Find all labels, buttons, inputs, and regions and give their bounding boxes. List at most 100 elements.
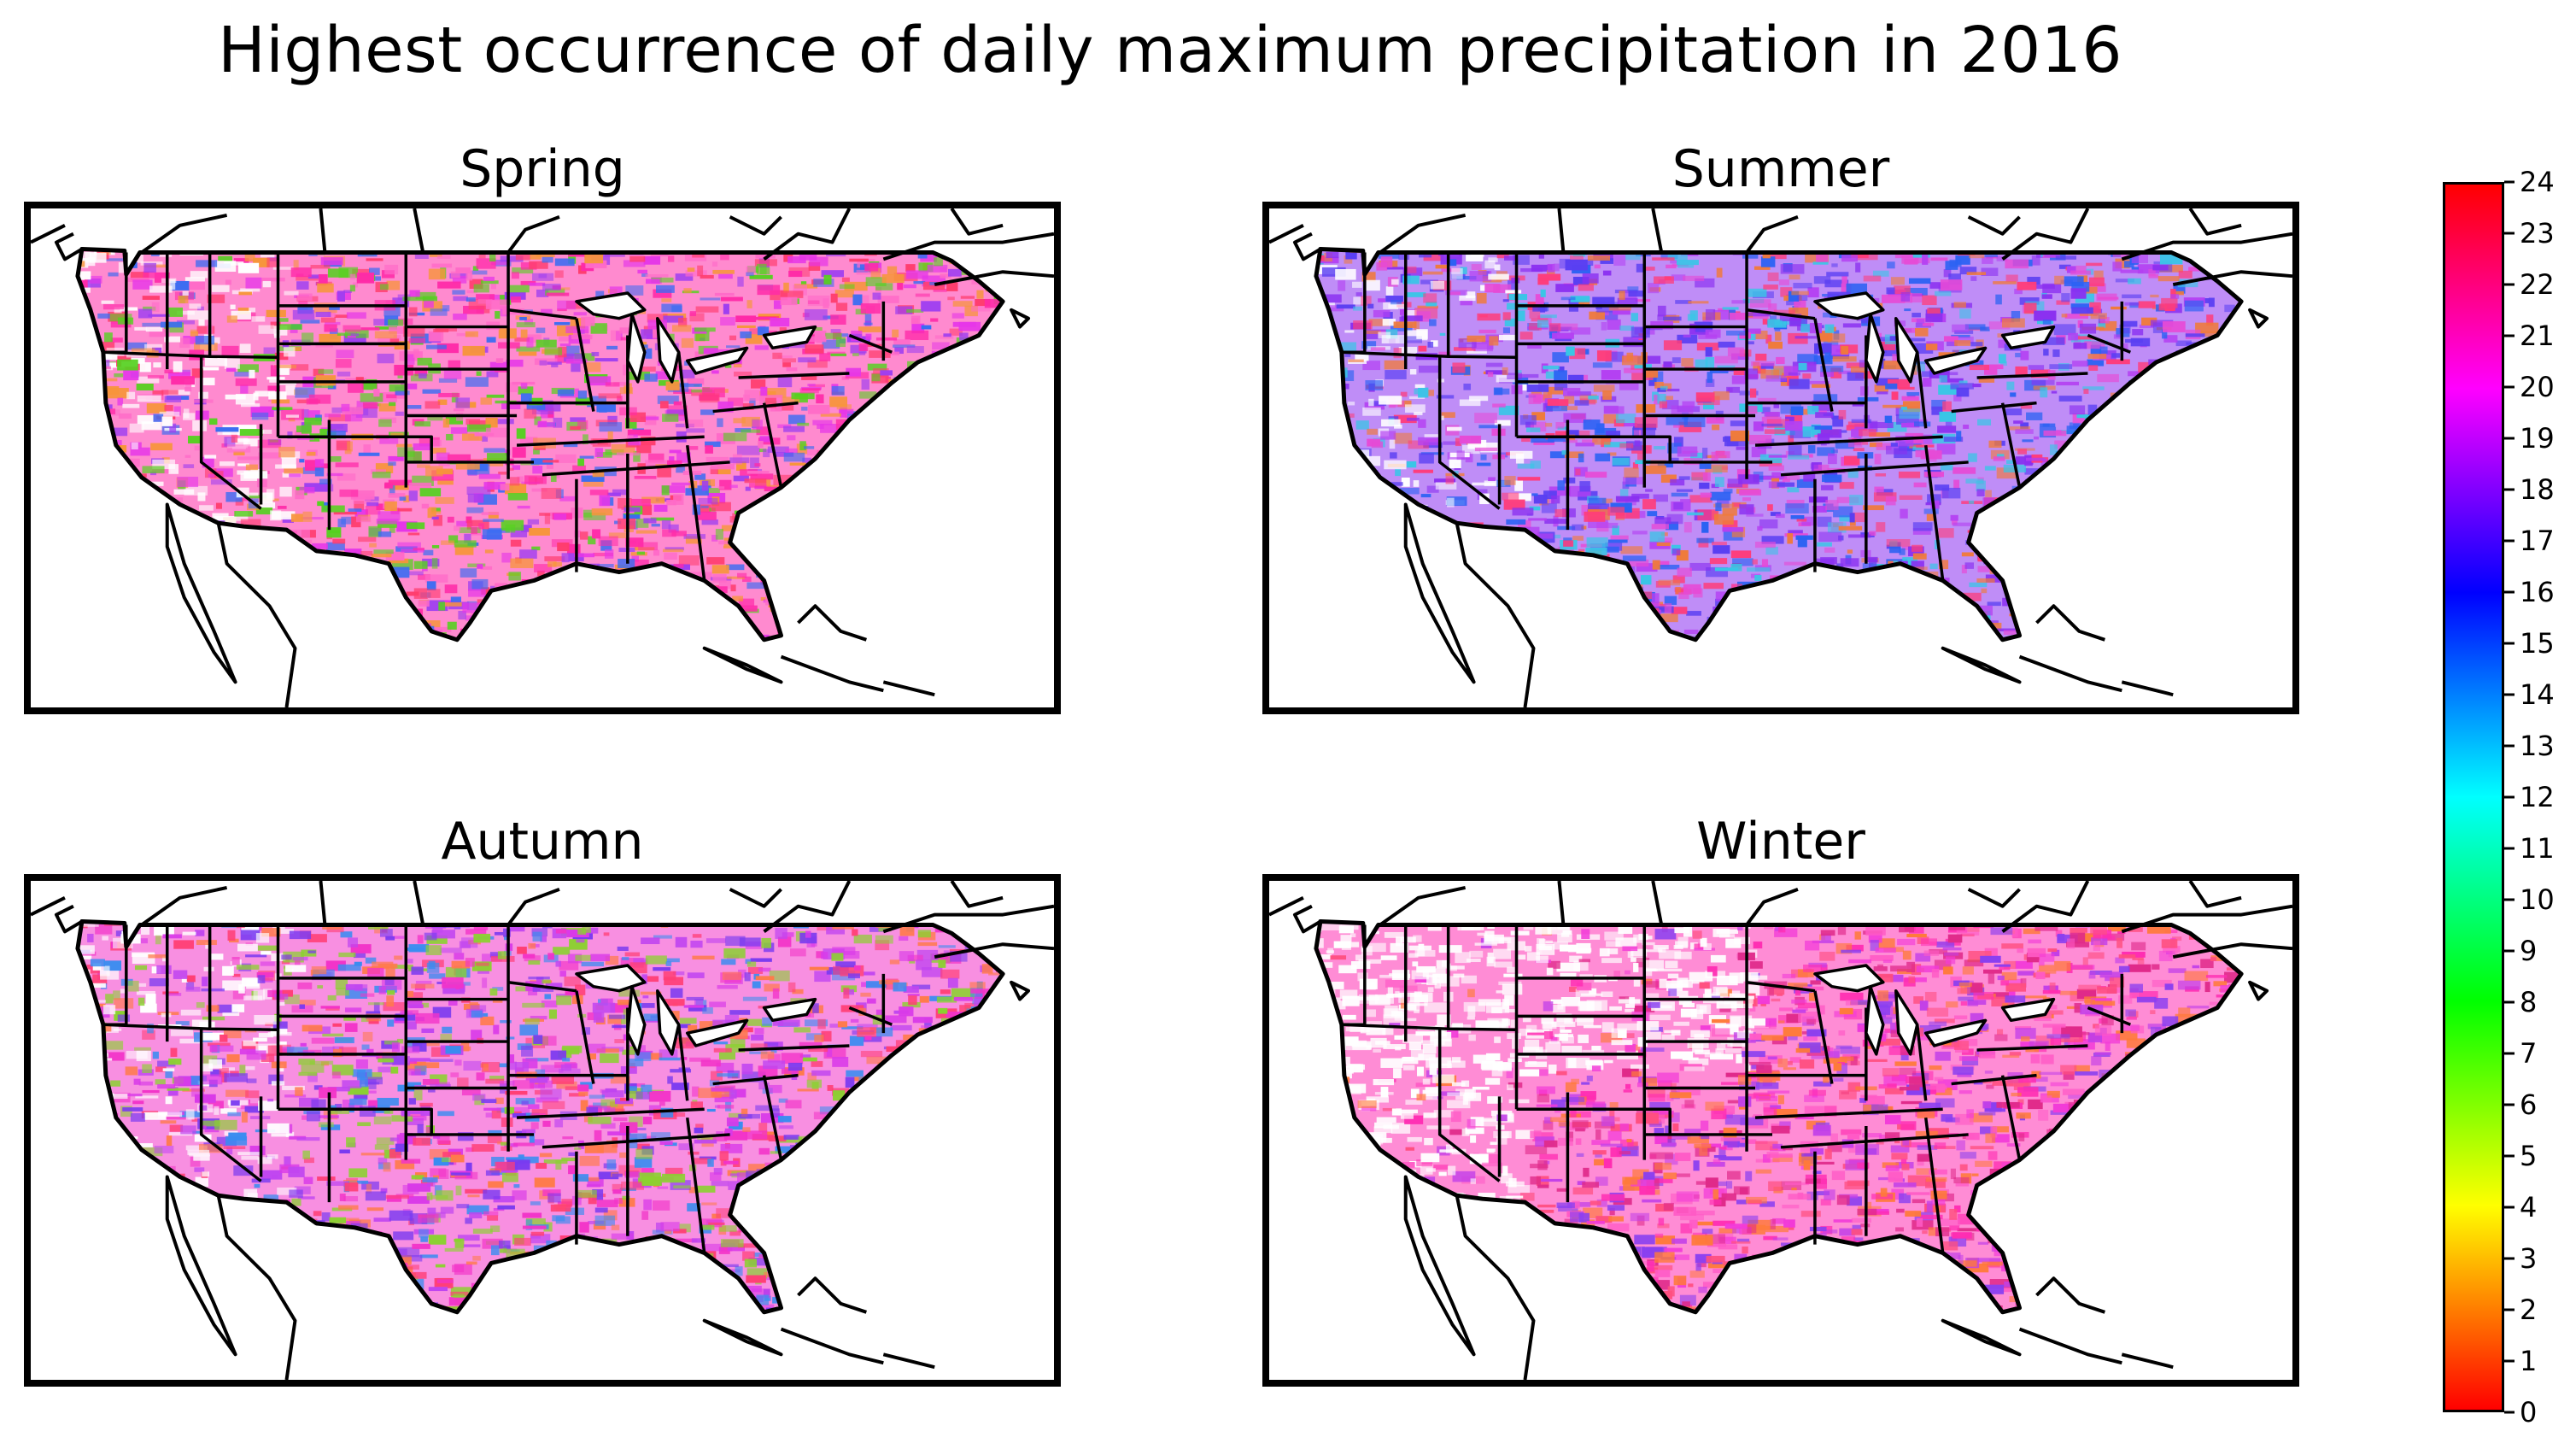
canada-border [1269, 224, 1304, 244]
canada-border [319, 881, 327, 925]
state-border [2000, 402, 2022, 488]
coastline [882, 680, 935, 697]
great-lake [626, 984, 647, 1056]
colorbar-tick-label: 22 [2520, 268, 2555, 301]
coastline [1292, 904, 1321, 934]
great-lake [1894, 989, 1919, 1056]
state-border [516, 435, 705, 447]
canada-border [1379, 213, 1467, 255]
state-border [1780, 1133, 1969, 1149]
colorbar-ticks: 0 1 2 3 4 5 6 7 8 9 10 11 12 13 14 15 16 17 18 19 20 21 22 23 24 [2504, 166, 2573, 1429]
colorbar-tick-label: 1 [2520, 1345, 2537, 1377]
state-border [1746, 308, 1816, 320]
state-border [199, 1029, 262, 1182]
great-lake [685, 346, 749, 375]
great-lake [2000, 997, 2056, 1023]
baja-peninsula [165, 1175, 237, 1357]
state-border [685, 444, 706, 581]
coastline [1292, 232, 1321, 261]
state-border [1813, 318, 1834, 412]
state-border [1976, 1044, 2088, 1052]
state-border [1780, 461, 1969, 477]
coastline [1941, 646, 2022, 684]
colorbar-tick-label: 11 [2520, 832, 2555, 865]
colorbar-tick-label: 8 [2520, 986, 2537, 1018]
canada-border [506, 215, 560, 254]
colorbar-tick-label: 14 [2520, 678, 2555, 711]
colorbar-tick-label: 13 [2520, 730, 2555, 762]
state-border [1437, 356, 1501, 510]
colorbar-tick-label: 7 [2520, 1037, 2537, 1070]
map-panel-winter [1262, 874, 2299, 1387]
colorbar-tick-label: 19 [2520, 422, 2555, 455]
state-border [738, 372, 850, 379]
canada-border [506, 888, 560, 926]
great-lake [656, 316, 681, 384]
canada-border [934, 270, 1054, 287]
canada-border [1745, 888, 1799, 926]
panel-title-summer: Summer [1671, 139, 1890, 199]
great-lake [1923, 1018, 1988, 1047]
coastline [729, 215, 782, 236]
map-panel-autumn [24, 874, 1061, 1387]
colorbar-tick-label: 5 [2520, 1140, 2537, 1172]
map-panel-summer [1262, 202, 2299, 714]
canada-border [882, 904, 1054, 934]
great-lake [626, 312, 647, 384]
canada-border [319, 208, 327, 253]
canada-border [2001, 208, 2090, 261]
coastline [2121, 680, 2174, 697]
colorbar-tick-label: 20 [2520, 371, 2555, 403]
canada-border [1379, 885, 1467, 927]
canada-border [934, 942, 1054, 959]
canada-border [413, 208, 425, 253]
map-svg [31, 881, 1054, 1380]
state-border [1915, 352, 1928, 429]
coastline [2248, 308, 2269, 329]
great-lake [2000, 325, 2056, 350]
coastline [2035, 1276, 2105, 1314]
state-border [2000, 1075, 2022, 1160]
coastline [702, 1318, 783, 1357]
coastline [780, 654, 884, 693]
colorbar-tick-label: 2 [2520, 1294, 2537, 1326]
coastline [2121, 1352, 2174, 1370]
great-lake [762, 997, 817, 1023]
state-border [1341, 350, 1517, 359]
colorbar-tick-label: 15 [2520, 627, 2555, 660]
canada-border [2121, 904, 2292, 934]
canada-border [140, 213, 228, 255]
state-border [102, 1023, 278, 1031]
great-lake [1923, 346, 1988, 375]
coastline [2188, 881, 2242, 908]
colorbar-tick-label: 12 [2520, 781, 2555, 813]
mexico-coastline [216, 1194, 297, 1380]
canada-border [882, 232, 1054, 261]
mexico-coastline [1455, 1194, 1536, 1380]
state-border [1915, 1024, 1928, 1101]
colorbar-tick-label: 24 [2520, 166, 2555, 198]
coastline [2018, 654, 2122, 693]
colorbar-tick-label: 23 [2520, 217, 2555, 249]
canada-border [763, 208, 852, 261]
baja-peninsula [1403, 502, 1476, 684]
state-border [1923, 444, 1945, 581]
coastline [882, 1352, 935, 1370]
state-border [1951, 401, 2037, 414]
state-border [738, 1044, 850, 1052]
state-border [1951, 1073, 2037, 1086]
state-border [199, 356, 262, 510]
coastline [780, 1327, 884, 1365]
us-outline [75, 919, 1005, 1315]
colorbar-tick-label: 17 [2520, 525, 2555, 557]
great-lake [1865, 312, 1885, 384]
state-border [542, 1133, 730, 1149]
state-border [278, 435, 535, 464]
coastline [729, 888, 782, 908]
canada-border [2172, 942, 2292, 959]
coastline [54, 904, 83, 934]
state-border [575, 990, 595, 1084]
state-border [762, 402, 783, 488]
state-border [1976, 372, 2088, 379]
great-lake [762, 325, 817, 350]
